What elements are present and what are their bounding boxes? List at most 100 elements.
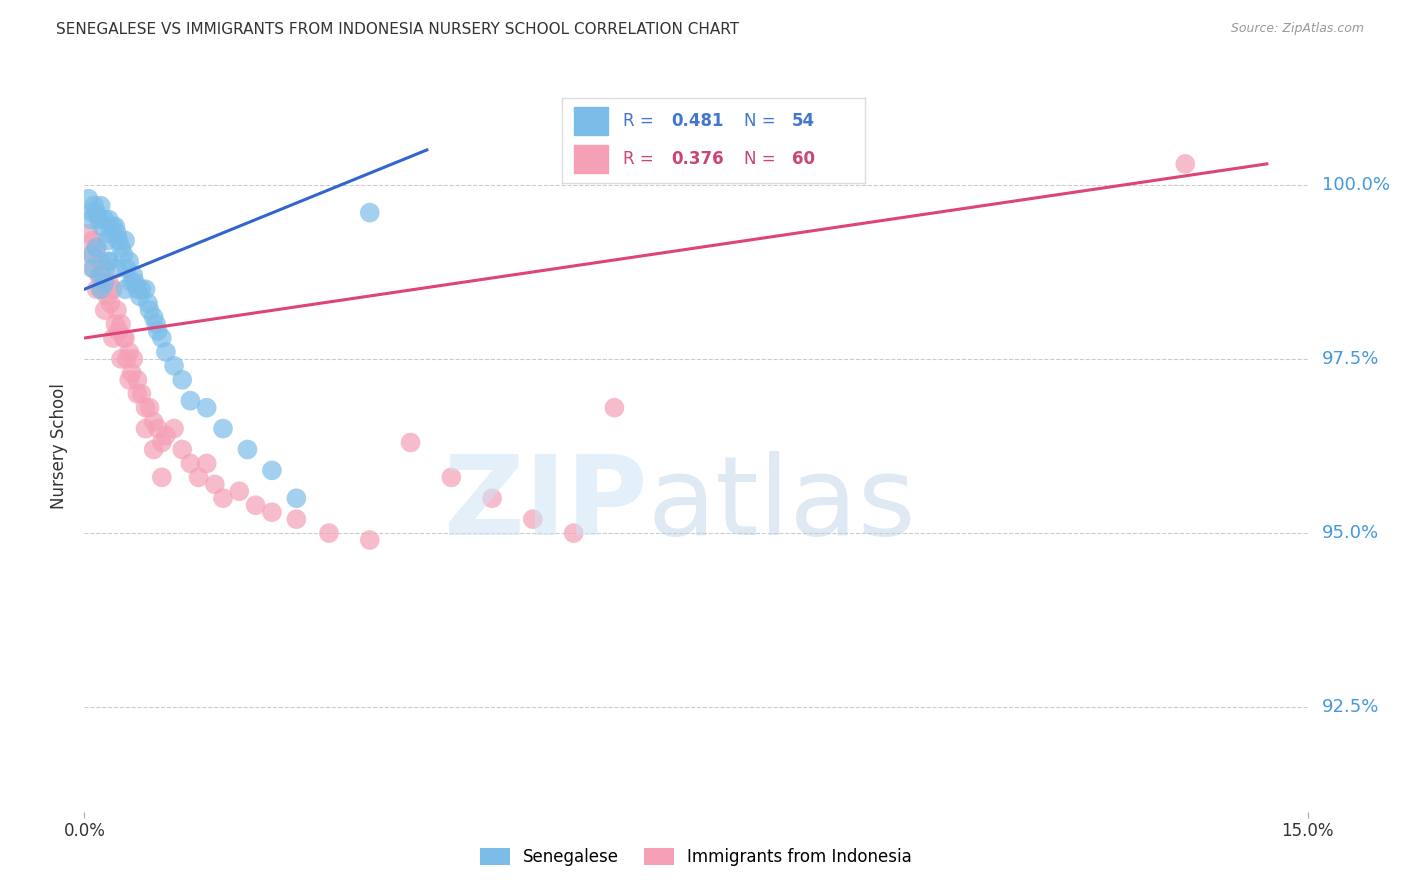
Point (82, 261, 104, 276)
Point (127, 373, 149, 387)
Point (522, 512, 544, 526)
Point (131, 282, 153, 296)
Point (131, 386, 153, 401)
Point (87, 212, 110, 227)
Text: SENEGALESE VS IMMIGRANTS FROM INDONESIA NURSERY SCHOOL CORRELATION CHART: SENEGALESE VS IMMIGRANTS FROM INDONESIA … (56, 22, 740, 37)
Point (86, 240, 108, 254)
Point (228, 484, 250, 499)
Point (96, 234, 118, 248)
Point (115, 351, 138, 366)
Point (212, 491, 235, 506)
Point (114, 331, 136, 345)
Point (440, 470, 463, 484)
Point (1174, 157, 1197, 171)
Point (100, 296, 122, 310)
Point (135, 401, 157, 415)
Point (481, 491, 503, 506)
Point (100, 227, 122, 241)
Point (155, 428, 177, 442)
Point (163, 421, 186, 435)
Point (93, 303, 115, 318)
Point (122, 268, 145, 283)
Point (562, 526, 585, 541)
Point (115, 261, 138, 276)
Point (86, 205, 108, 219)
Point (399, 435, 422, 450)
Point (101, 219, 124, 234)
Text: atlas: atlas (647, 451, 915, 558)
Point (142, 310, 165, 325)
Point (107, 324, 129, 338)
Point (142, 442, 165, 457)
Point (114, 234, 136, 248)
Point (212, 421, 235, 435)
Point (172, 373, 194, 387)
Text: 60: 60 (792, 150, 815, 168)
Point (135, 282, 157, 296)
Point (90, 282, 112, 296)
Point (93, 275, 115, 289)
Point (105, 227, 128, 241)
Point (124, 275, 146, 289)
Point (359, 533, 381, 547)
Point (97, 254, 120, 268)
Text: Source: ZipAtlas.com: Source: ZipAtlas.com (1230, 22, 1364, 36)
Point (91, 219, 114, 234)
Point (138, 303, 160, 318)
Point (260, 463, 283, 477)
Point (118, 254, 141, 268)
Point (359, 205, 381, 219)
Point (150, 470, 173, 484)
Point (96, 289, 118, 303)
Text: 0.376: 0.376 (671, 150, 724, 168)
Point (86, 240, 108, 254)
Text: ZIP: ZIP (444, 451, 647, 558)
Point (142, 415, 165, 429)
Point (107, 234, 129, 248)
Point (179, 457, 201, 471)
Point (90, 199, 112, 213)
Point (104, 317, 127, 331)
Point (204, 477, 226, 491)
Point (77, 227, 100, 241)
Point (195, 401, 218, 415)
Text: N =: N = (744, 112, 780, 130)
Point (104, 219, 127, 234)
Legend: Senegalese, Immigrants from Indonesia: Senegalese, Immigrants from Indonesia (472, 841, 920, 873)
Point (86, 282, 108, 296)
Point (77, 192, 100, 206)
Point (80, 212, 103, 227)
Point (285, 491, 308, 506)
Text: 95.0%: 95.0% (1322, 524, 1379, 542)
Point (101, 331, 124, 345)
Point (97, 212, 120, 227)
Point (179, 393, 201, 408)
Point (93, 212, 115, 227)
Point (87, 268, 110, 283)
Point (82, 234, 104, 248)
Point (138, 401, 160, 415)
Point (146, 324, 169, 338)
Text: 92.5%: 92.5% (1322, 698, 1379, 716)
Point (122, 351, 145, 366)
Point (112, 331, 135, 345)
Text: 100.0%: 100.0% (1322, 176, 1391, 194)
Point (145, 317, 167, 331)
Point (101, 282, 124, 296)
Point (318, 526, 340, 541)
Point (121, 366, 143, 380)
Point (110, 240, 132, 254)
Point (93, 261, 115, 276)
Point (603, 401, 626, 415)
Point (150, 435, 173, 450)
Text: 0.481: 0.481 (671, 112, 724, 130)
Point (150, 331, 173, 345)
Point (127, 386, 149, 401)
Point (136, 296, 159, 310)
Point (155, 345, 177, 359)
Point (245, 498, 267, 512)
Point (97, 275, 120, 289)
Point (121, 275, 143, 289)
Bar (575, 145, 607, 173)
Point (172, 442, 194, 457)
